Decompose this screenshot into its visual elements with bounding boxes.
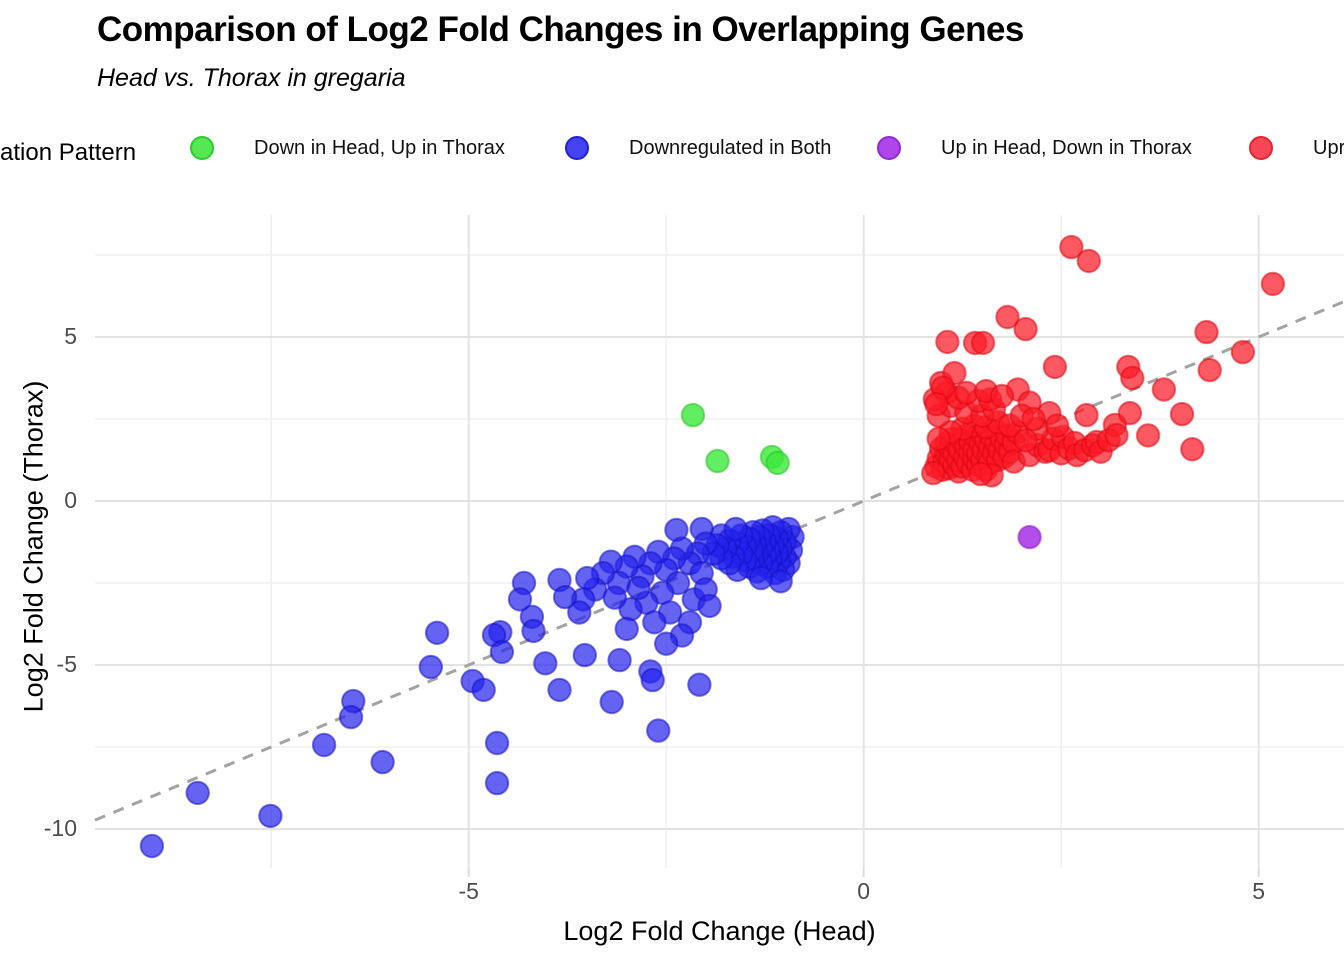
data-point xyxy=(626,575,651,601)
data-point xyxy=(968,461,993,487)
legend-item-up-head-down-thorax: Up in Head, Down in Thorax xyxy=(877,136,1192,160)
blue-dot-icon xyxy=(565,136,589,160)
plot-panel xyxy=(94,215,1344,877)
data-point xyxy=(575,565,600,591)
scatter-plot xyxy=(94,215,1344,877)
data-point xyxy=(654,631,679,656)
data-point xyxy=(418,654,443,680)
data-point xyxy=(533,651,558,676)
data-point xyxy=(642,610,667,635)
red-dot-icon xyxy=(1249,136,1273,160)
data-point xyxy=(1194,319,1219,345)
data-point xyxy=(926,426,951,451)
data-point xyxy=(484,770,510,796)
data-point xyxy=(185,780,210,806)
data-point xyxy=(424,620,450,645)
data-point xyxy=(680,402,706,428)
data-point xyxy=(697,593,722,619)
data-point xyxy=(572,642,597,668)
x-tick-label: 5 xyxy=(1252,878,1266,904)
data-point xyxy=(748,565,774,591)
data-point xyxy=(1045,413,1070,438)
legend-title: ation Pattern xyxy=(0,139,137,166)
data-point xyxy=(258,803,283,829)
data-point xyxy=(1074,402,1099,428)
data-point xyxy=(1117,400,1143,426)
data-point xyxy=(921,460,946,486)
data-point xyxy=(640,667,665,693)
y-axis-title: Log2 Fold Change (Thorax) xyxy=(18,380,49,713)
data-point xyxy=(547,677,572,703)
data-point xyxy=(599,689,624,715)
data-point xyxy=(970,330,996,356)
legend-item-down-head-up-thorax: Down in Head, Up in Thorax xyxy=(190,136,505,160)
data-point xyxy=(1013,428,1038,453)
data-point xyxy=(602,585,627,610)
data-point xyxy=(1013,316,1038,342)
data-point xyxy=(338,704,364,730)
data-point xyxy=(607,647,632,673)
x-tick-label: -5 xyxy=(458,878,479,904)
legend-item-upregulated: Upre xyxy=(1249,136,1344,160)
data-point xyxy=(484,730,510,756)
data-point xyxy=(1197,357,1222,383)
data-point xyxy=(1135,423,1161,448)
data-point xyxy=(1169,401,1195,427)
data-point xyxy=(1151,377,1177,402)
data-point xyxy=(471,677,496,703)
data-point xyxy=(1042,354,1068,380)
data-point xyxy=(521,618,546,644)
y-tick-label: 0 xyxy=(64,486,77,513)
data-point xyxy=(995,304,1020,330)
data-point xyxy=(1076,248,1101,274)
data-point xyxy=(935,329,960,355)
data-point xyxy=(507,587,533,612)
data-point xyxy=(1230,339,1256,365)
data-point xyxy=(1104,422,1129,448)
y-tick-label: -5 xyxy=(56,650,77,677)
green-dot-icon xyxy=(190,136,214,160)
x-tick-label: 0 xyxy=(857,878,871,904)
data-point xyxy=(139,833,165,859)
legend-item-label: Up in Head, Down in Thorax xyxy=(941,136,1192,159)
data-point xyxy=(687,672,712,697)
data-point xyxy=(1059,234,1084,260)
x-axis-title: Log2 Fold Change (Head) xyxy=(563,916,876,946)
data-point xyxy=(646,718,671,743)
data-point xyxy=(723,516,748,542)
data-point xyxy=(1021,406,1046,432)
chart-subtitle: Head vs. Thorax in gregaria xyxy=(97,64,406,92)
legend-item-label: Upre xyxy=(1313,136,1344,159)
data-point xyxy=(614,616,639,642)
data-point xyxy=(552,584,578,610)
data-point xyxy=(989,383,1015,409)
legend-item-label: Down in Head, Up in Thorax xyxy=(254,136,505,159)
legend-item-downregulated-both: Downregulated in Both xyxy=(565,136,831,160)
data-point xyxy=(768,569,793,594)
data-point xyxy=(924,392,949,417)
purple-dot-icon xyxy=(877,136,901,160)
data-point xyxy=(705,448,730,474)
data-point xyxy=(1120,365,1145,391)
data-point xyxy=(567,600,592,625)
data-point xyxy=(765,450,790,476)
data-point xyxy=(1180,437,1205,462)
chart-title: Comparison of Log2 Fold Changes in Overl… xyxy=(97,10,1024,49)
y-tick-label: -10 xyxy=(43,814,77,841)
data-point xyxy=(1260,271,1286,297)
legend-item-label: Downregulated in Both xyxy=(629,136,832,159)
y-tick-label: 5 xyxy=(64,323,77,349)
data-point xyxy=(1017,524,1042,550)
data-point xyxy=(489,639,515,665)
data-point xyxy=(370,749,395,775)
data-point xyxy=(311,732,337,758)
legend: ation Pattern Down in Head, Up in Thorax… xyxy=(0,136,1344,170)
